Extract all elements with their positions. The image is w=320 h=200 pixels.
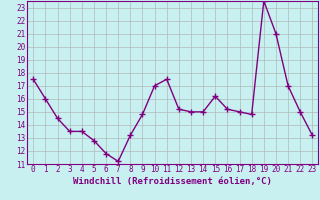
X-axis label: Windchill (Refroidissement éolien,°C): Windchill (Refroidissement éolien,°C) — [73, 177, 272, 186]
